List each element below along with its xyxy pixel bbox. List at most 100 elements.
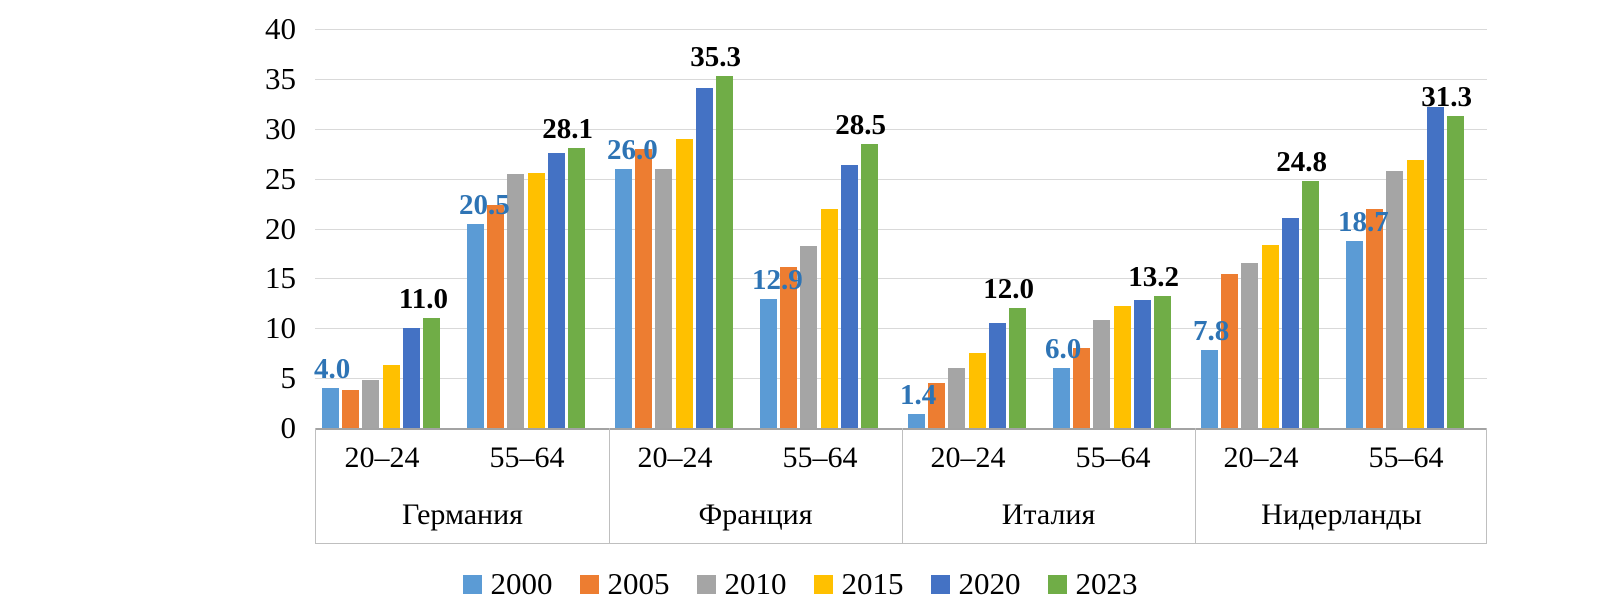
- bar-Франция-20–24-2005: [635, 148, 653, 428]
- data-label-2023: 11.0: [398, 283, 448, 316]
- legend-label: 2023: [1075, 566, 1138, 601]
- bar-Италия-55–64-2000: [1053, 368, 1070, 428]
- legend-item-2023: 2023: [1047, 566, 1138, 601]
- gridline-40: [315, 29, 1487, 30]
- legend: 2000 2005 2010 2015 2020 2023: [0, 567, 1600, 601]
- bar-Франция-55–64-2015: [820, 208, 838, 428]
- bar-Нидерланды-20–24-2020: [1281, 217, 1299, 428]
- bar-Италия-55–64-2020: [1133, 300, 1151, 428]
- data-label-2023: 12.0: [983, 273, 1034, 306]
- data-label-2023: 13.2: [1128, 261, 1179, 294]
- data-label-2000: 18.7: [1338, 206, 1389, 239]
- legend-item-2000: 2000: [462, 566, 553, 601]
- data-label-2023: 35.3: [690, 40, 741, 73]
- bar-Германия-55–64-2020: [547, 152, 565, 428]
- x-axis-country-label-3: Италия: [1001, 498, 1096, 531]
- y-axis-tick-label: 15: [265, 260, 296, 296]
- legend-label: 2015: [841, 566, 904, 601]
- x-axis-age-label: 55–64: [1075, 441, 1151, 474]
- bar-Италия-55–64-2010: [1093, 320, 1111, 428]
- group-divider: [902, 428, 903, 543]
- bar-Франция-55–64-2005: [780, 267, 798, 428]
- gridline-5: [315, 378, 1487, 380]
- data-label-2023: 31.3: [1421, 80, 1472, 113]
- gridline-20: [315, 228, 1487, 230]
- y-axis-tick-label: 0: [280, 410, 297, 445]
- group-divider: [609, 428, 610, 543]
- data-label-2023: 28.5: [835, 108, 886, 141]
- data-label-2000: 1.4: [900, 379, 937, 412]
- legend-swatch-icon: [1047, 574, 1067, 594]
- data-label-2000: 26.0: [607, 133, 658, 166]
- x-axis-country-label-1: Германия: [402, 498, 523, 531]
- bar-Италия-20–24-2015: [968, 353, 986, 428]
- gridline-30: [315, 128, 1487, 130]
- legend-swatch-icon: [813, 574, 833, 594]
- data-label-2000: 6.0: [1045, 333, 1082, 366]
- y-axis-tick-label: 40: [265, 11, 296, 46]
- bar-Германия-55–64-2015: [527, 172, 545, 428]
- bar-Италия-20–24-2010: [948, 368, 966, 428]
- bar-Италия-20–24-2020: [988, 323, 1006, 428]
- x-axis-age-label: 55–64: [1368, 441, 1444, 474]
- bar-Франция-55–64-2023: [861, 143, 878, 428]
- legend-label: 2005: [607, 566, 670, 601]
- x-axis-age-label: 20–24: [344, 441, 420, 474]
- bar-Германия-20–24-2000: [322, 388, 339, 428]
- bar-Франция-55–64-2020: [840, 164, 858, 428]
- bar-Италия-20–24-2000: [908, 414, 925, 428]
- bar-Италия-20–24-2005: [928, 383, 946, 428]
- legend-swatch-icon: [462, 574, 482, 594]
- y-axis-tick-label: 20: [265, 210, 296, 246]
- bar-Нидерланды-55–64-2023: [1447, 115, 1464, 428]
- bar-Германия-20–24-2005: [342, 390, 360, 428]
- bar-Нидерланды-20–24-2023: [1302, 180, 1319, 428]
- y-axis-tick-label: 5: [280, 360, 297, 396]
- data-label-2000: 12.9: [752, 264, 803, 297]
- legend-swatch-icon: [696, 574, 716, 594]
- bar-Нидерланды-20–24-2005: [1221, 274, 1239, 428]
- gridline-25: [315, 178, 1487, 180]
- bar-Италия-55–64-2015: [1113, 306, 1131, 428]
- x-axis-country-label-4: Нидерланды: [1261, 498, 1422, 531]
- x-axis-age-label: 20–24: [1223, 441, 1299, 474]
- legend-item-2010: 2010: [696, 567, 787, 601]
- bar-Германия-55–64-2010: [507, 173, 525, 428]
- legend-label: 2000: [490, 566, 553, 601]
- bar-Франция-20–24-2023: [716, 75, 733, 428]
- x-axis-category-band: 20–24 55–64 Германия 20–24 55–64 Франция 20–24…: [315, 428, 1487, 544]
- data-label-2023: 24.8: [1276, 145, 1327, 178]
- legend-item-2015: 2015: [813, 566, 904, 601]
- x-axis-age-label: 20–24: [637, 441, 713, 474]
- y-axis-tick-label: 35: [265, 60, 296, 96]
- bar-Нидерланды-20–24-2010: [1241, 263, 1259, 428]
- bar-Франция-55–64-2010: [800, 246, 818, 428]
- bar-Франция-20–24-2010: [655, 168, 673, 428]
- legend-label: 2020: [958, 566, 1021, 601]
- bar-Нидерланды-20–24-2015: [1261, 245, 1279, 428]
- y-axis-tick-label: 25: [265, 160, 296, 196]
- bar-Франция-20–24-2020: [695, 87, 713, 428]
- legend-swatch-icon: [579, 574, 599, 594]
- bar-Италия-55–64-2005: [1073, 348, 1091, 428]
- gridline-15: [315, 278, 1487, 280]
- x-axis-country-label-2: Франция: [698, 498, 813, 531]
- bar-Франция-55–64-2000: [760, 299, 777, 428]
- bar-Германия-20–24-2015: [382, 365, 400, 428]
- bar-Германия-55–64-2023: [568, 147, 585, 428]
- bar-Нидерланды-55–64-2020: [1426, 106, 1444, 428]
- legend-item-2005: 2005: [579, 566, 670, 601]
- bar-Нидерланды-55–64-2000: [1346, 241, 1363, 428]
- bar-Франция-20–24-2000: [615, 168, 632, 428]
- legend-item-2020: 2020: [930, 566, 1021, 601]
- data-label-2023: 28.1: [542, 112, 593, 145]
- bar-Германия-55–64-2000: [467, 223, 484, 428]
- bar-Нидерланды-55–64-2010: [1386, 170, 1404, 428]
- gridline-35: [315, 78, 1487, 80]
- x-axis-age-label: 55–64: [782, 441, 858, 474]
- legend-swatch-icon: [930, 574, 950, 594]
- bar-Германия-20–24-2010: [362, 380, 380, 428]
- bar-Германия-55–64-2005: [487, 204, 505, 428]
- data-label-2000: 7.8: [1193, 315, 1230, 348]
